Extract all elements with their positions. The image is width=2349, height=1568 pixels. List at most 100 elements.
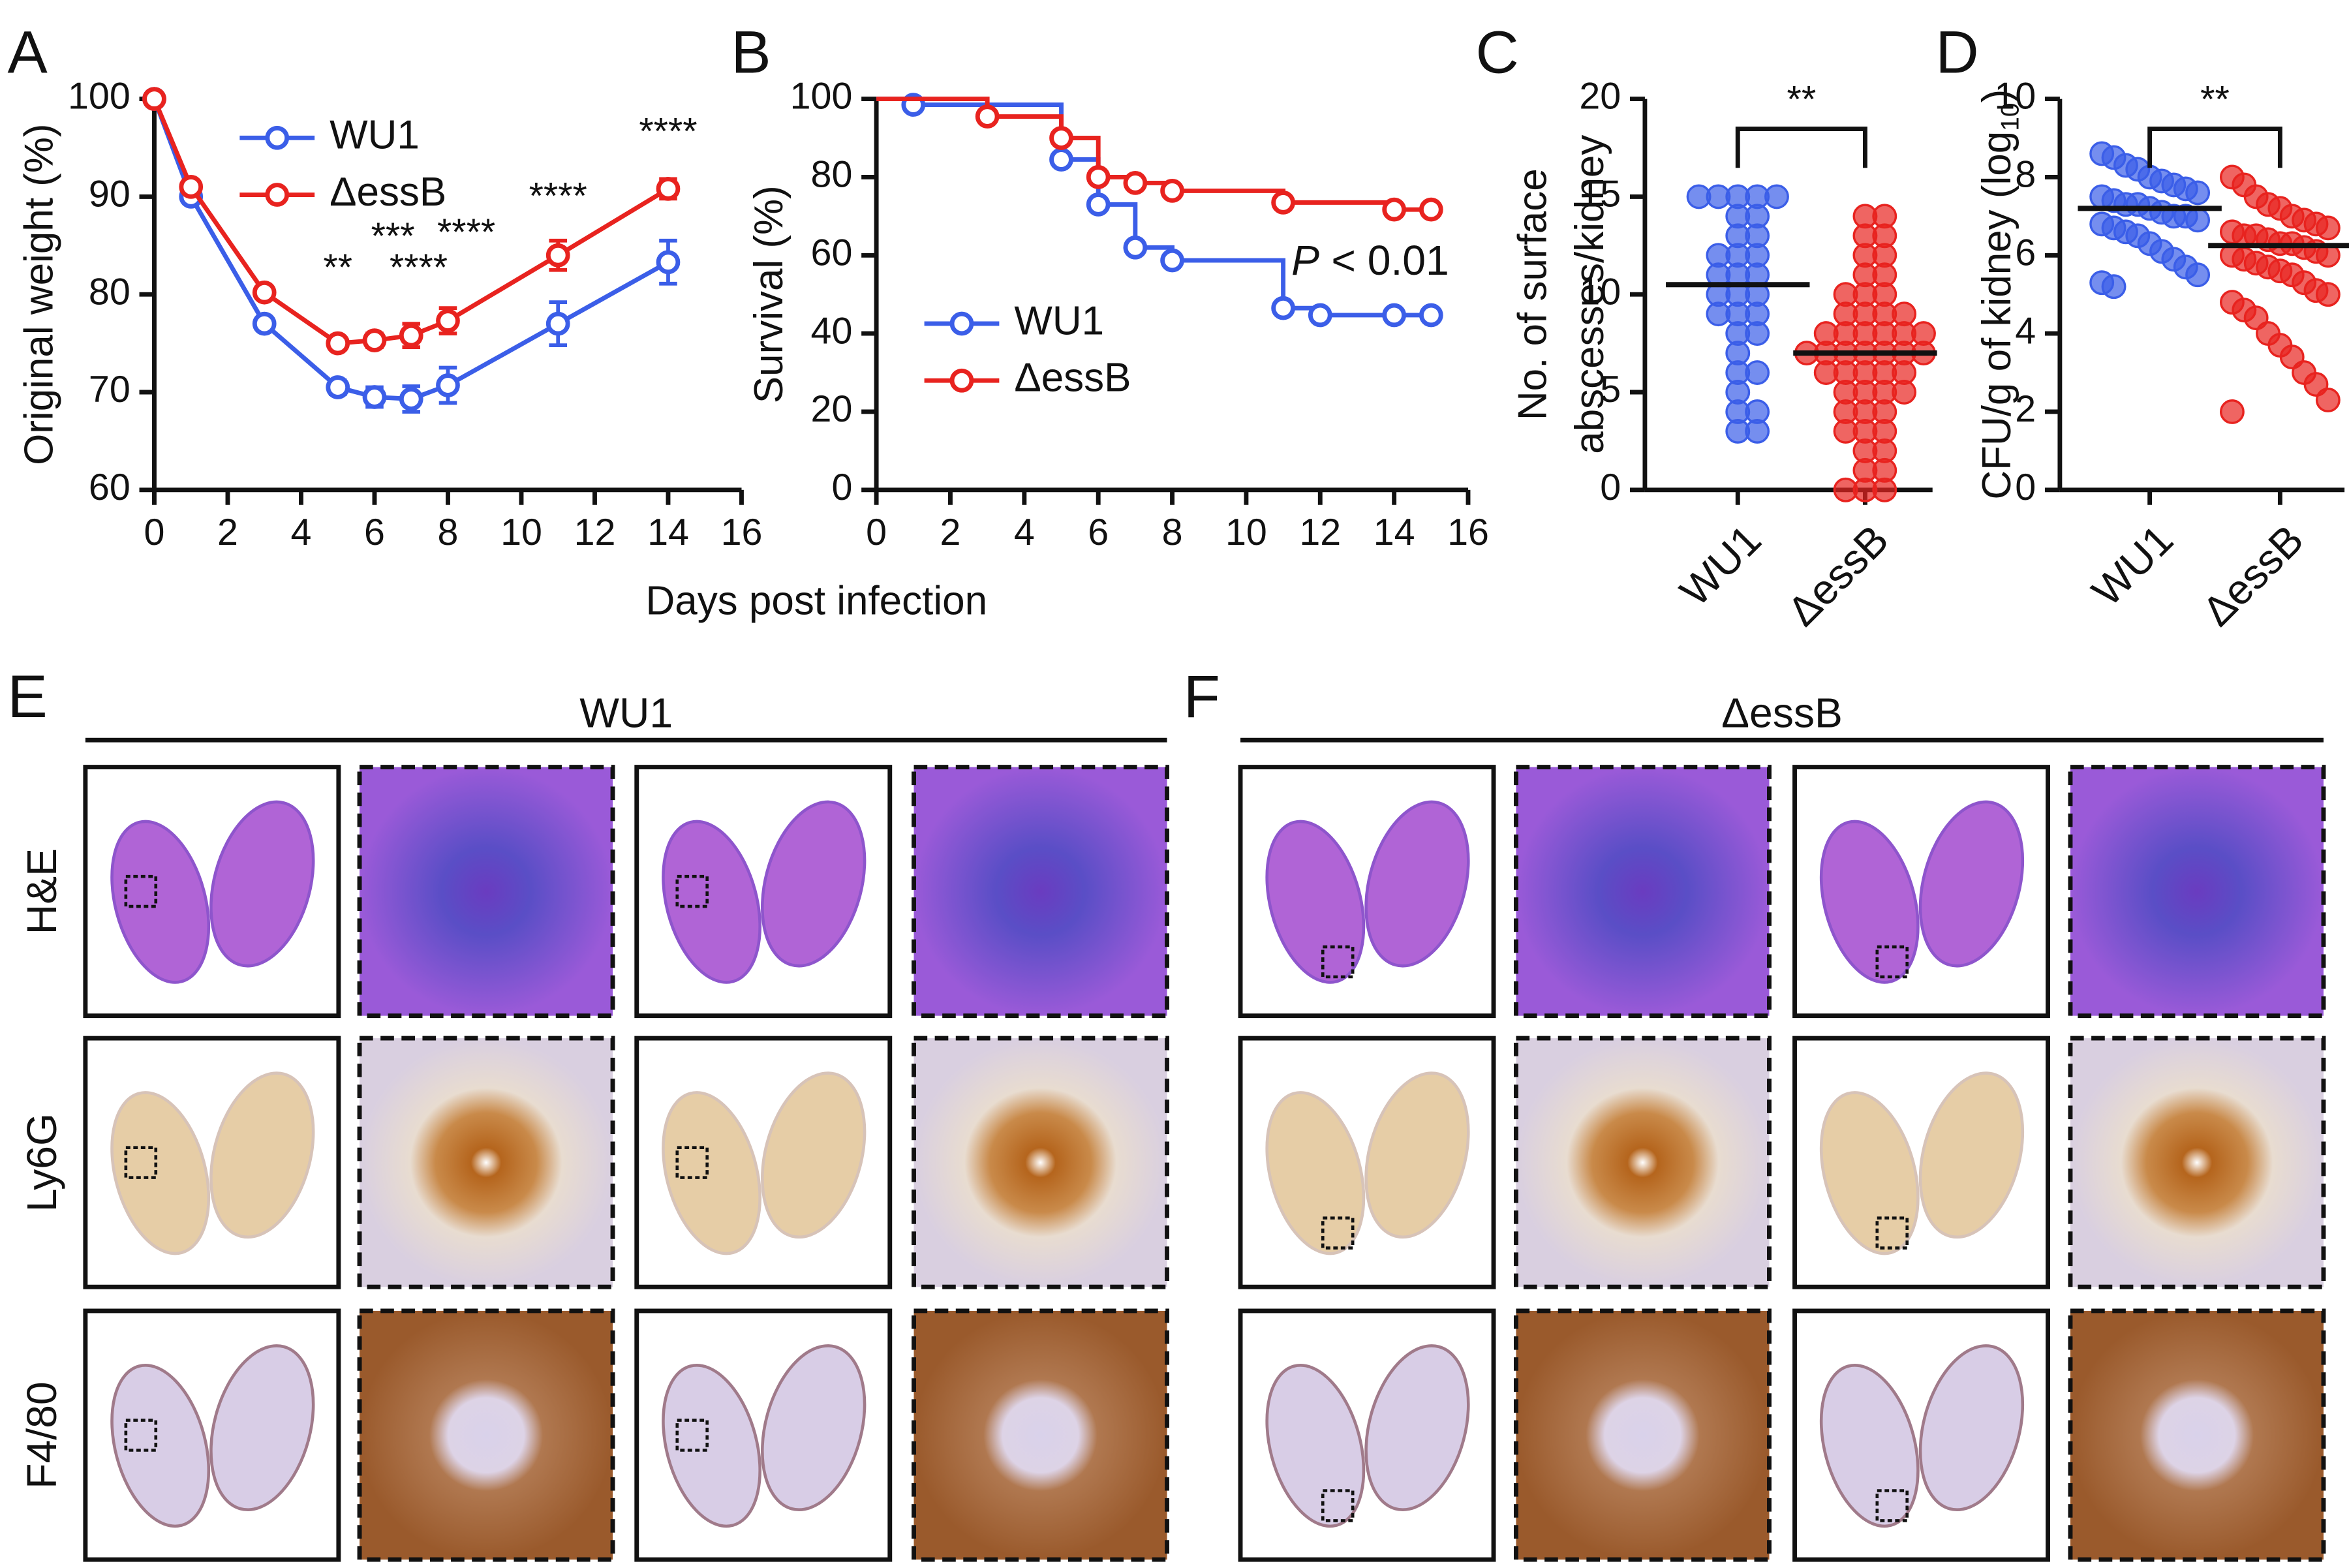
kidney — [110, 1091, 211, 1255]
zoom-image — [912, 765, 1169, 1019]
marker — [436, 309, 460, 333]
y-tick-label: 70 — [89, 369, 130, 410]
y-tick-label: 5 — [1600, 369, 1621, 410]
legend-marker — [265, 125, 290, 150]
kidney — [209, 800, 315, 968]
x-tick-label: 10 — [1225, 512, 1267, 553]
y-tick-label: 60 — [89, 467, 130, 508]
zoom-image — [1514, 1308, 1772, 1562]
significance: ** — [323, 247, 352, 288]
y-tick-label: 4 — [2015, 310, 2036, 352]
point — [2315, 388, 2341, 412]
zoom-box — [1321, 1216, 1355, 1250]
x-tick-label: 8 — [438, 512, 459, 553]
significance-bracket — [1735, 127, 1867, 168]
x-tick-label: 14 — [1374, 512, 1415, 553]
y-tick-label: 8 — [2015, 154, 2036, 196]
legend-label: WU1 — [1014, 298, 1104, 343]
marker — [975, 104, 1000, 129]
kidney — [662, 820, 761, 984]
marker — [1160, 248, 1184, 273]
marker — [1419, 303, 1443, 328]
y-tick-label: 0 — [1600, 467, 1621, 508]
y-tick-label: 10 — [1579, 271, 1621, 313]
kidney — [1265, 1091, 1366, 1255]
marker — [436, 373, 460, 397]
x-tick-label: 12 — [574, 512, 616, 553]
marker — [1382, 197, 1407, 222]
kidney — [1364, 800, 1470, 968]
y-tick-label: 90 — [89, 174, 130, 215]
marker — [1308, 303, 1332, 328]
y-axis-label: Original weight (%) — [17, 123, 62, 465]
point — [1813, 360, 1839, 385]
panel-label: A — [7, 20, 48, 86]
x-tick-label: ΔessB — [1779, 516, 1897, 635]
marker — [1123, 235, 1148, 260]
marker — [1382, 303, 1407, 328]
point — [1764, 184, 1789, 209]
zoom-image — [2068, 1036, 2326, 1289]
zoom-image — [1514, 765, 1772, 1019]
y-tick-label: 40 — [811, 310, 853, 352]
marker — [545, 311, 570, 336]
marker — [252, 311, 277, 336]
marker — [1123, 171, 1148, 195]
zoom-image — [912, 1036, 1169, 1289]
y-tick-label: 60 — [811, 232, 853, 273]
panel-label: B — [731, 20, 771, 86]
point — [2101, 274, 2126, 300]
kidney — [209, 1344, 315, 1511]
y-axis-label: No. of surface — [1511, 168, 1556, 420]
x-tick-label: 6 — [1088, 512, 1109, 553]
zoom-box — [124, 874, 158, 908]
point — [1686, 184, 1712, 209]
panel-label: C — [1475, 20, 1518, 86]
x-tick-label: 6 — [364, 512, 385, 553]
significance: ** — [1787, 78, 1817, 120]
point — [1833, 477, 1858, 502]
group-title: WU1 — [579, 689, 673, 736]
x-tick-label: 16 — [1447, 512, 1489, 553]
point — [2315, 282, 2341, 307]
p-value: P < 0.01 — [1291, 237, 1449, 284]
zoom-image — [357, 765, 615, 1019]
x-tick-label: 0 — [866, 512, 887, 553]
panel-label: D — [1935, 20, 1978, 86]
x-axis-label: Days post infection — [645, 579, 987, 624]
x-tick-label: 10 — [500, 512, 542, 553]
y-tick-label: 100 — [790, 76, 853, 117]
x-tick-label: ΔessB — [2194, 516, 2312, 635]
x-tick-label: WU1 — [1671, 516, 1770, 615]
zoom-image — [912, 1308, 1169, 1562]
y-tick-label: 10 — [1994, 76, 2036, 117]
marker — [399, 323, 423, 348]
significance: **** — [639, 111, 697, 153]
x-tick-label: 16 — [721, 512, 763, 553]
point — [1872, 477, 1897, 502]
y-tick-label: 80 — [811, 154, 853, 196]
kidney — [209, 1071, 315, 1239]
x-tick-label: 4 — [1014, 512, 1035, 553]
significance-bracket — [2147, 127, 2282, 168]
x-tick-label: WU1 — [2083, 516, 2182, 615]
marker — [362, 385, 387, 409]
zoom-image — [357, 1036, 615, 1289]
panel-label: E — [7, 664, 47, 730]
x-tick-label: 4 — [291, 512, 312, 553]
marker — [1086, 192, 1111, 217]
kidney — [662, 1364, 761, 1528]
marker — [656, 250, 681, 275]
kidney — [761, 1344, 867, 1511]
zoom-box — [124, 1146, 158, 1179]
point — [1745, 321, 1770, 346]
significance: **** — [390, 247, 448, 288]
y-tick-label: 0 — [831, 467, 852, 508]
point — [1892, 380, 1917, 405]
point — [1706, 301, 1731, 327]
marker — [326, 331, 350, 356]
marker — [399, 387, 423, 411]
y-axis-label-part: ) — [1974, 89, 2019, 103]
row-label: Ly6G — [18, 1113, 65, 1212]
